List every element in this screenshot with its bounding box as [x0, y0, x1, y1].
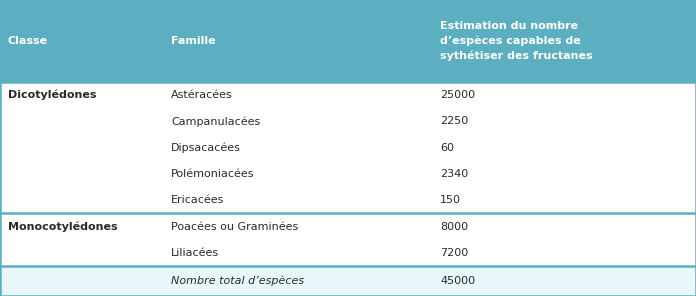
Text: 45000: 45000: [440, 276, 475, 286]
Text: Polémoniacées: Polémoniacées: [171, 169, 255, 179]
Text: Dicotylédones: Dicotylédones: [8, 90, 97, 100]
Text: Nombre total d’espèces: Nombre total d’espèces: [171, 276, 304, 286]
Text: Famille: Famille: [171, 36, 216, 46]
Text: 7200: 7200: [440, 248, 468, 258]
Text: Monocotylédones: Monocotylédones: [8, 221, 118, 232]
Text: Classe: Classe: [8, 36, 48, 46]
Bar: [0, 135, 696, 161]
Text: Poacées ou Graminées: Poacées ou Graminées: [171, 222, 299, 231]
Bar: [0, 240, 696, 266]
Text: Estimation du nombre
d’espèces capables de
sythétiser des fructanes: Estimation du nombre d’espèces capables …: [440, 21, 592, 61]
Text: 8000: 8000: [440, 222, 468, 231]
Bar: [0, 266, 696, 296]
Bar: [0, 161, 696, 187]
Text: 2250: 2250: [440, 116, 468, 126]
Text: 150: 150: [440, 195, 461, 205]
Text: Astéracées: Astéracées: [171, 90, 232, 100]
Text: Dipsacacées: Dipsacacées: [171, 142, 241, 153]
Bar: [0, 213, 696, 240]
Text: 2340: 2340: [440, 169, 468, 179]
Bar: [0, 187, 696, 213]
Text: Liliacées: Liliacées: [171, 248, 219, 258]
Text: Campanulacées: Campanulacées: [171, 116, 260, 127]
Text: Ericacées: Ericacées: [171, 195, 224, 205]
Bar: [0, 0, 696, 82]
Text: 60: 60: [440, 143, 454, 153]
Text: 25000: 25000: [440, 90, 475, 100]
Bar: [0, 108, 696, 135]
Bar: [0, 82, 696, 108]
